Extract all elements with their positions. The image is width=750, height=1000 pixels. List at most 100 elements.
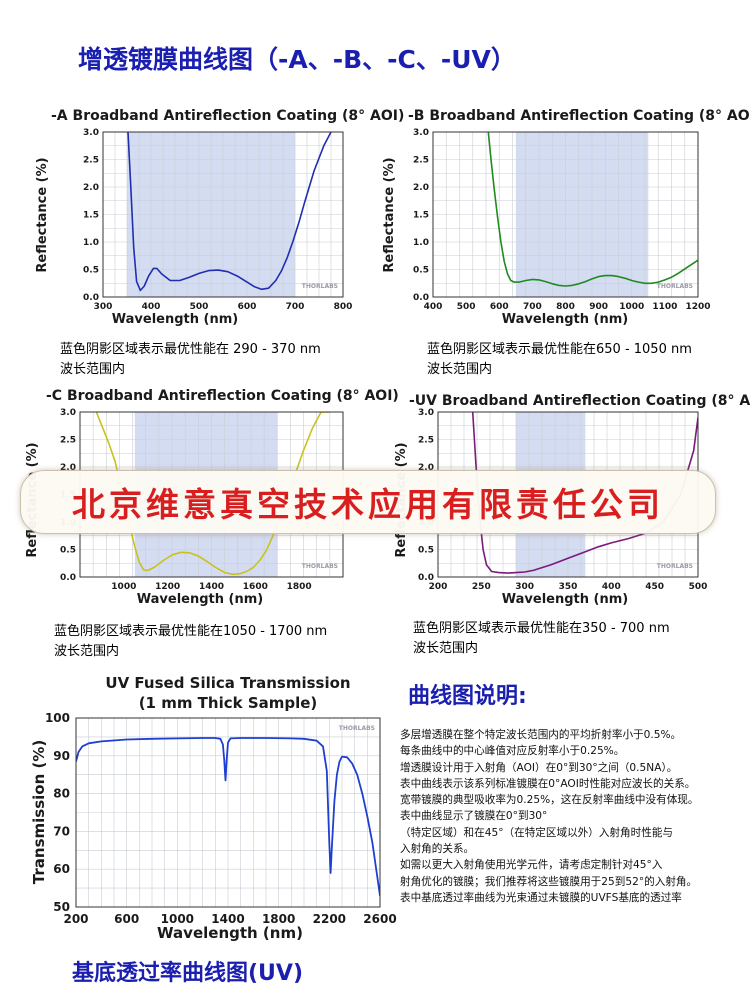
x-tick-label: 1600 [243, 582, 268, 592]
chart-title: -UV Broadband Antireflection Coating (8°… [409, 393, 750, 409]
y-axis-label: Transmission (%) [30, 740, 48, 884]
y-tick-label: 0.0 [413, 293, 429, 303]
x-tick-label: 1400 [199, 582, 224, 592]
x-tick-label: 350 [559, 582, 578, 592]
caption-uv: 蓝色阴影区域表示最优性能在350 - 700 nm 波长范围内 [413, 619, 670, 659]
x-tick-label: 1000 [619, 302, 644, 312]
note-line: 表中曲线显示了镀膜在0°到30° [400, 810, 548, 823]
y-tick-label: 3.0 [60, 408, 76, 418]
x-tick-label: 800 [556, 302, 575, 312]
x-tick-label: 450 [645, 582, 664, 592]
note-line: （特定区域）和在45°（在特定区域以外）入射角时性能与 [400, 826, 674, 839]
x-tick-label: 1800 [262, 912, 295, 926]
watermark-logo: THORLABS [657, 283, 693, 290]
x-tick-label: 600 [114, 912, 139, 926]
y-tick-label: 60 [53, 862, 70, 876]
note-line: 射角优化的镀膜；我们推荐将这些镀膜用于25到52°的入射角。 [400, 875, 698, 888]
plot-frame [102, 131, 344, 298]
note-line: 宽带镀膜的典型吸收率为0.25%，这在反射率曲线中没有体现。 [400, 794, 699, 807]
notes-body: 多层增透膜在整个特定波长范围内的平均折射率小于0.5%。 每条曲线中的中心峰值对… [400, 727, 746, 906]
y-tick-label: 2.0 [60, 463, 76, 473]
caption-c: 蓝色阴影区域表示最优性能在1050 - 1700 nm 波长范围内 [54, 622, 327, 662]
x-tick-label: 800 [334, 302, 353, 312]
x-tick-label: 1000 [161, 912, 194, 926]
y-tick-label: 2.5 [60, 436, 76, 446]
y-tick-label: 0.5 [418, 546, 434, 556]
y-tick-label: 2.0 [413, 183, 429, 193]
x-tick-label: 900 [589, 302, 608, 312]
x-tick-label: 2200 [313, 912, 346, 926]
y-axis-label: Reflectance (%) [382, 157, 397, 272]
y-tick-label: 1.5 [83, 211, 99, 221]
series-line [127, 132, 332, 292]
x-tick-label: 600 [490, 302, 509, 312]
y-axis-label: Reflectance (%) [35, 157, 50, 272]
caption-a-line2: 波长范围内 [60, 362, 126, 377]
page-title: 增透镀膜曲线图（-A、-B、-C、-UV） [78, 45, 516, 74]
y-tick-label: 0.0 [60, 573, 76, 583]
note-line: 如需以更大入射角使用光学元件，请考虑定制针对45°入 [400, 859, 663, 872]
caption-uv-line1: 蓝色阴影区域表示最优性能在350 - 700 nm [413, 621, 670, 636]
caption-b-line2: 波长范围内 [427, 362, 493, 377]
watermark-logo: THORLABS [302, 283, 338, 290]
x-tick-label: 700 [286, 302, 305, 312]
x-tick-label: 1200 [155, 582, 180, 592]
x-tick-label: 1000 [111, 582, 136, 592]
x-tick-label: 200 [429, 582, 448, 592]
substrate-title: 基底透过率曲线图(UV) [72, 961, 304, 986]
watermark-logo: THORLABS [657, 563, 693, 570]
x-tick-label: 400 [602, 582, 621, 592]
x-axis-label: Wavelength (nm) [157, 924, 303, 942]
y-tick-label: 70 [53, 824, 70, 838]
x-tick-label: 200 [63, 912, 88, 926]
x-tick-label: 300 [515, 582, 534, 592]
x-tick-label: 2600 [363, 912, 396, 926]
series-line [76, 737, 380, 896]
y-tick-label: 2.5 [413, 156, 429, 166]
x-tick-label: 1200 [685, 302, 710, 312]
chart-title: -C Broadband Antireflection Coating (8° … [46, 388, 399, 404]
chart-title: UV Fused Silica Transmission [105, 674, 350, 692]
chart-title: -A Broadband Antireflection Coating (8° … [51, 108, 404, 124]
y-tick-label: 0.5 [413, 266, 429, 276]
caption-a: 蓝色阴影区域表示最优性能在 290 - 370 nm 波长范围内 [60, 340, 321, 380]
note-line: 增透膜设计用于入射角（AOI）在0°到30°之间（0.5NA）。 [400, 761, 678, 774]
plot-frame [432, 131, 699, 298]
notes-title: 曲线图说明: [408, 684, 527, 709]
y-tick-label: 2.5 [83, 156, 99, 166]
x-tick-label: 600 [238, 302, 257, 312]
series-line [487, 132, 698, 287]
caption-a-line1: 蓝色阴影区域表示最优性能在 290 - 370 nm [60, 342, 321, 357]
y-tick-label: 3.0 [418, 408, 434, 418]
note-line: 表中曲线表示该系列标准镀膜在0°AOI时性能对应波长的关系。 [400, 777, 696, 790]
x-tick-label: 1100 [652, 302, 677, 312]
caption-b: 蓝色阴影区域表示最优性能在650 - 1050 nm 波长范围内 [427, 340, 692, 380]
note-line: 入射角的关系。 [400, 843, 475, 856]
x-axis-label: Wavelength (nm) [137, 592, 263, 607]
note-line: 每条曲线中的中心峰值对应反射率小于0.25%。 [400, 745, 625, 758]
x-tick-label: 300 [94, 302, 113, 312]
y-tick-label: 90 [53, 749, 70, 763]
y-tick-label: 2.0 [83, 183, 99, 193]
x-axis-label: Wavelength (nm) [112, 312, 238, 327]
caption-uv-line2: 波长范围内 [413, 641, 479, 656]
y-tick-label: 1.5 [413, 211, 429, 221]
y-tick-label: 50 [53, 900, 70, 914]
x-tick-label: 400 [142, 302, 161, 312]
x-tick-label: 500 [457, 302, 476, 312]
watermark-logo: THORLABS [339, 725, 375, 732]
x-tick-label: 400 [424, 302, 443, 312]
y-tick-label: 0.5 [60, 546, 76, 556]
company-name: 北京维意真空技术应用有限责任公司 [72, 485, 664, 524]
y-tick-label: 2.5 [418, 436, 434, 446]
caption-c-line1: 蓝色阴影区域表示最优性能在1050 - 1700 nm [54, 624, 328, 639]
note-line: 表中基底透过率曲线为光束通过未镀膜的UVFS基底的透过率 [400, 891, 682, 904]
x-tick-label: 1800 [287, 582, 312, 592]
y-tick-label: 1.0 [83, 238, 99, 248]
x-tick-label: 1400 [211, 912, 244, 926]
x-tick-label: 700 [523, 302, 542, 312]
chart-title: (1 mm Thick Sample) [139, 694, 318, 712]
x-axis-label: Wavelength (nm) [502, 592, 628, 607]
